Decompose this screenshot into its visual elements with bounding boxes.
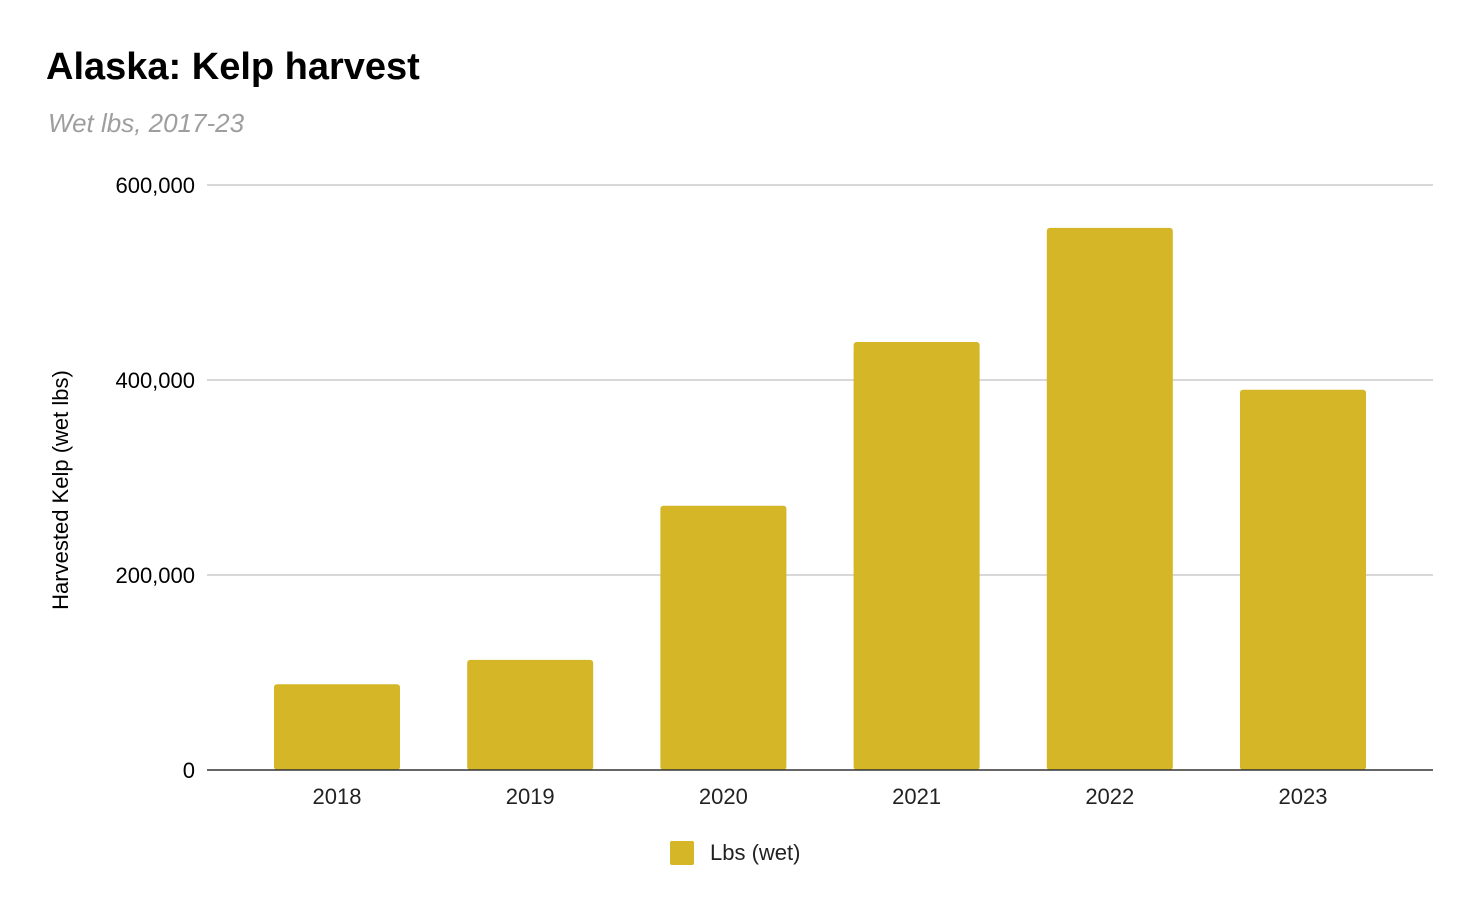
legend: Lbs (wet) (670, 840, 800, 866)
x-tick-label: 2020 (699, 784, 748, 809)
bar-2018 (274, 684, 400, 770)
x-tick-label: 2022 (1085, 784, 1134, 809)
bar-2023 (1240, 389, 1366, 770)
x-tick-labels: 2018 2019 2020 2021 2022 2023 (313, 784, 1328, 809)
x-tick-label: 2019 (506, 784, 555, 809)
legend-label: Lbs (wet) (710, 840, 801, 865)
y-tick-label: 200,000 (115, 563, 195, 588)
y-tick-label: 400,000 (115, 368, 195, 393)
bar-2021 (853, 341, 980, 770)
bar-2020 (660, 505, 787, 770)
bar-2022 (1046, 227, 1173, 770)
y-axis-label: Harvested Kelp (wet lbs) (48, 370, 73, 610)
chart-subtitle: Wet lbs, 2017-23 (48, 108, 245, 138)
x-tick-label: 2021 (892, 784, 941, 809)
bar-2019 (467, 659, 594, 770)
legend-swatch (670, 841, 694, 865)
x-tick-label: 2023 (1279, 784, 1328, 809)
y-tick-labels: 0 200,000 400,000 600,000 (115, 173, 195, 783)
x-tick-label: 2018 (313, 784, 362, 809)
chart-title: Alaska: Kelp harvest (46, 46, 420, 88)
gridlines (207, 184, 1433, 576)
bars (274, 227, 1366, 770)
y-tick-label: 600,000 (115, 173, 195, 198)
y-tick-label: 0 (183, 758, 195, 783)
